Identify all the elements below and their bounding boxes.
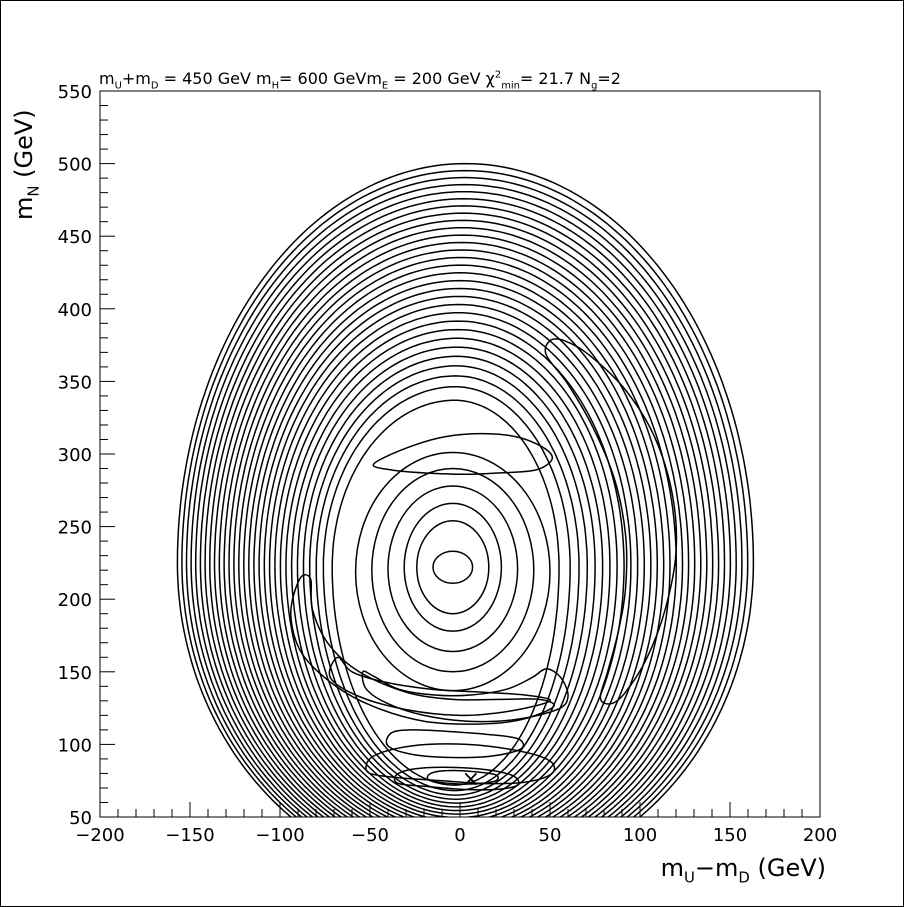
x-tick-label: −100: [255, 825, 304, 846]
contour-line: [403, 502, 503, 632]
contour-line: [194, 190, 732, 817]
contour-line: [290, 574, 555, 725]
contour-line: [432, 550, 474, 584]
contour-line: [185, 176, 743, 817]
x-tick-label: 100: [623, 825, 657, 846]
y-tick-label: 350: [58, 372, 92, 393]
contour-line: [253, 279, 659, 817]
y-tick-label: 550: [58, 82, 92, 103]
contour-line: [274, 311, 632, 817]
contour-line: [290, 337, 611, 812]
contour-line: [190, 183, 737, 817]
x-tick-label: 0: [454, 825, 465, 846]
contour-line: [204, 205, 720, 817]
y-tick-label: 500: [58, 155, 92, 176]
x-tick-label: −200: [75, 825, 124, 846]
contour-line: [365, 743, 556, 785]
plot-frame: [99, 90, 821, 818]
contour-line: [223, 234, 696, 817]
x-tick-label: 50: [539, 825, 562, 846]
contour-line: [361, 668, 569, 723]
contour-line: [199, 198, 726, 817]
contour-line: [238, 256, 678, 817]
y-tick-label: 50: [69, 808, 92, 829]
y-tick-label: 100: [58, 735, 92, 756]
contour-line: [268, 303, 639, 817]
y-tick-label: 250: [58, 518, 92, 539]
contour-line: [393, 766, 520, 791]
x-tick-label: −150: [165, 825, 214, 846]
contour-line: [426, 769, 499, 785]
contour-line: [416, 520, 490, 615]
contour-line: [209, 212, 714, 817]
contour-line: [243, 264, 671, 817]
contour-line: [354, 451, 551, 692]
y-tick-label: 450: [58, 227, 92, 248]
contour-line: [371, 467, 535, 673]
axis-tick-labels: −200 −150 −100 −50 0 50 100 150 200 50 100 150 200 25…: [58, 82, 838, 846]
contour-line: [328, 656, 551, 717]
contour-line: [213, 219, 708, 817]
contour-line: [302, 355, 596, 804]
contour-line: [331, 399, 560, 786]
y-tick-label: 300: [58, 445, 92, 466]
contour-line: [248, 272, 665, 817]
contour-line: [233, 249, 684, 817]
contour-line: [285, 328, 618, 815]
chart-title: mU+mD = 450 GeV mH= 600 GeVmE = 200 GeV …: [99, 69, 621, 91]
contour-line: [218, 226, 702, 817]
chi2-minimum-marker: ×: [462, 767, 480, 792]
y-tick-label: 400: [58, 300, 92, 321]
contour-line: [322, 386, 571, 792]
contour-lines: [176, 162, 755, 817]
contour-line: [308, 365, 589, 800]
contour-line: [181, 169, 749, 817]
x-tick-label: −50: [351, 825, 389, 846]
contour-line: [387, 485, 519, 653]
x-axis-label: mU−mD (GeV): [661, 854, 826, 887]
contour-line: [544, 338, 678, 705]
contour-line: [315, 375, 580, 796]
axis-ticks: [99, 90, 821, 818]
contour-line: [372, 432, 554, 476]
contour-line: [176, 162, 755, 817]
contour-line: [228, 241, 690, 817]
x-tick-label: 150: [713, 825, 747, 846]
y-tick-label: 150: [58, 663, 92, 684]
contour-line: [258, 287, 652, 817]
contour-line: [263, 295, 646, 817]
x-tick-label: 200: [803, 825, 837, 846]
y-tick-label: 200: [58, 590, 92, 611]
contour-line: [296, 346, 604, 808]
y-axis-label: mN (GeV): [10, 109, 43, 220]
contour-line: [279, 320, 625, 817]
contour-line: [385, 729, 525, 759]
